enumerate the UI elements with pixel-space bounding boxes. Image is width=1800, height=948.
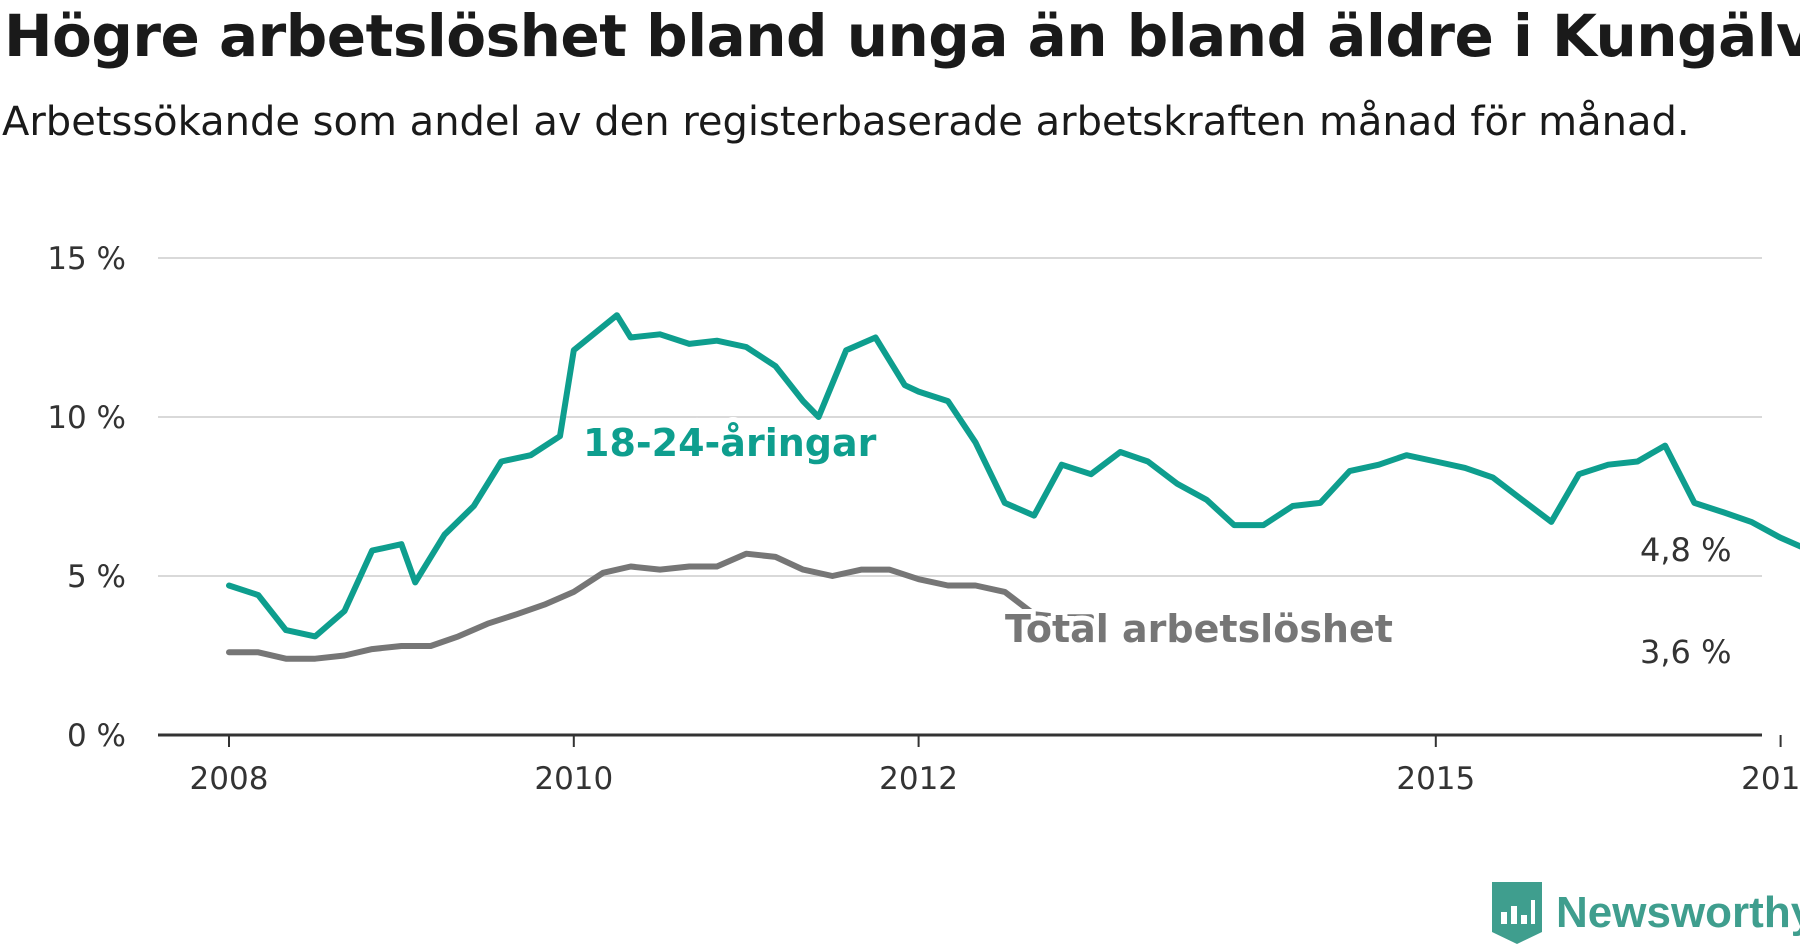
x-tick-label: 2008 xyxy=(190,761,269,797)
chart-title: Högre arbetslöshet bland unga än bland ä… xyxy=(4,2,1800,70)
y-tick-label: 0 % xyxy=(67,718,126,754)
series-line-youth xyxy=(226,312,1800,640)
y-tick-label: 10 % xyxy=(47,400,126,436)
y-tick-label: 5 % xyxy=(67,559,126,595)
series-lines xyxy=(226,312,1800,662)
series-line-total xyxy=(226,550,1094,662)
series-label-total: Total arbetslöshet xyxy=(1005,607,1393,651)
y-axis-ticks: 0 % 5 % 10 % 15 % xyxy=(47,241,126,754)
series-label-youth: 18-24-åringar xyxy=(583,421,877,465)
end-label-total: 3,6 % xyxy=(1640,633,1731,671)
newsworthy-logo: Newsworthy xyxy=(1492,878,1800,948)
chart-subtitle: Arbetssökande som andel av den registerb… xyxy=(2,99,1690,145)
newsworthy-logo-text: Newsworthy xyxy=(1556,888,1800,937)
x-tick-label: 2012 xyxy=(879,761,958,797)
x-axis-ticks: 20082010201220152017202020222024 xyxy=(158,733,1800,797)
newsworthy-logo-icon xyxy=(1492,882,1542,944)
x-tick-label: 2017 xyxy=(1741,761,1800,797)
end-label-youth: 4,8 % xyxy=(1640,531,1731,569)
series-labels: 18-24-åringar Total arbetslöshet 4,8 % 3… xyxy=(578,416,1731,671)
y-tick-label: 15 % xyxy=(47,241,126,277)
x-tick-label: 2010 xyxy=(534,761,613,797)
x-tick-label: 2015 xyxy=(1396,761,1475,797)
